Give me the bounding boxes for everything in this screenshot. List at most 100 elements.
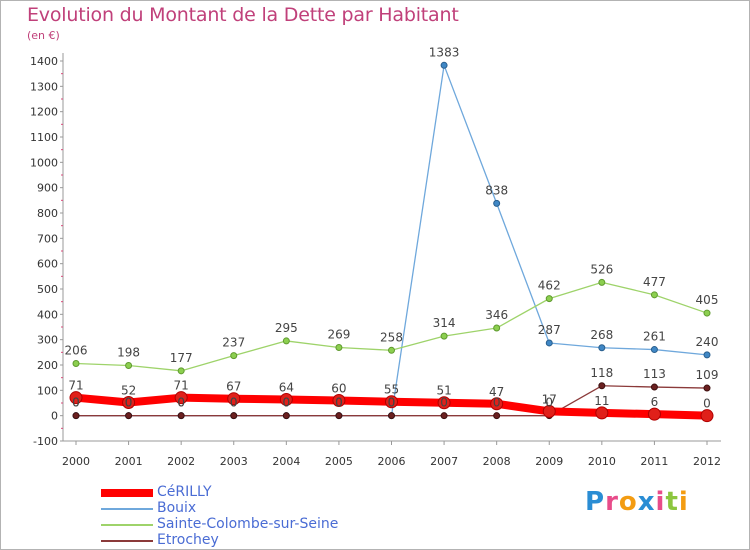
data-label-sainte-colombe: 206 — [65, 343, 88, 357]
data-label-bouix: 240 — [696, 335, 719, 349]
data-label-sainte-colombe: 477 — [643, 275, 666, 289]
data-label-bouix: 0 — [283, 396, 291, 410]
data-label-bouix: 287 — [538, 323, 561, 337]
data-point-etrochey — [125, 412, 133, 420]
data-label-cerilly: 55 — [384, 383, 399, 397]
legend-swatch-cerilly — [101, 489, 153, 497]
legend-swatch-etrochey — [101, 540, 153, 542]
data-label-bouix: 0 — [335, 396, 343, 410]
data-label-etrochey: 109 — [696, 368, 719, 382]
data-label-etrochey: 118 — [590, 366, 613, 380]
data-point-cerilly — [595, 406, 609, 420]
data-point-sainte-colombe — [388, 346, 395, 354]
data-label-bouix: 1383 — [429, 45, 460, 59]
chart-subtitle: (en €) — [27, 29, 60, 42]
data-point-cerilly — [437, 396, 451, 410]
data-label-sainte-colombe: 258 — [380, 330, 403, 344]
data-point-cerilly — [332, 393, 346, 407]
y-tick-label: 600 — [37, 258, 58, 271]
y-tick-label: 800 — [37, 207, 58, 220]
x-tick-label: 2010 — [588, 455, 616, 468]
y-tick-label: 400 — [37, 308, 58, 321]
y-tick-label: -100 — [33, 435, 58, 448]
x-tick-label: 2011 — [640, 455, 668, 468]
data-label-sainte-colombe: 346 — [485, 308, 508, 322]
proxiti-logo: Proxiti — [585, 487, 689, 517]
legend-swatch-sainte-colombe — [101, 524, 153, 526]
data-label-sainte-colombe: 237 — [222, 336, 245, 350]
x-tick-label: 2003 — [220, 455, 248, 468]
y-tick-label: 1100 — [30, 131, 58, 144]
data-label-sainte-colombe: 198 — [117, 346, 140, 360]
data-label-bouix: 0 — [230, 396, 238, 410]
data-label-cerilly: 6 — [651, 395, 659, 409]
data-point-sainte-colombe — [282, 337, 290, 345]
x-tick-label: 2000 — [62, 455, 90, 468]
data-point-etrochey — [72, 412, 80, 420]
data-label-sainte-colombe: 462 — [538, 279, 561, 293]
y-tick-label: 500 — [37, 283, 58, 296]
data-point-etrochey — [440, 412, 448, 420]
legend-label-cerilly: CéRILLY — [157, 484, 212, 500]
data-label-cerilly: 52 — [121, 383, 136, 397]
data-label-bouix: 261 — [643, 330, 666, 344]
data-point-bouix — [598, 344, 606, 352]
data-label-etrochey: 0 — [493, 396, 501, 410]
data-label-bouix: 0 — [388, 396, 396, 410]
data-label-etrochey: 0 — [177, 396, 185, 410]
data-point-sainte-colombe — [650, 291, 658, 299]
logo-letter: P — [585, 487, 606, 517]
data-point-sainte-colombe — [335, 344, 343, 352]
data-point-etrochey — [230, 412, 238, 420]
data-label-etrochey: 0 — [335, 396, 343, 410]
data-label-bouix: 0 — [72, 396, 80, 410]
data-point-etrochey — [493, 412, 501, 420]
data-point-bouix — [493, 199, 501, 207]
axes: -100010020030040050060070080090010001100… — [30, 53, 721, 468]
data-point-sainte-colombe — [440, 332, 448, 340]
data-label-cerilly: 17 — [542, 392, 557, 406]
data-point-cerilly — [227, 392, 241, 406]
data-point-etrochey — [598, 382, 606, 390]
data-label-bouix: 0 — [177, 396, 185, 410]
data-point-etrochey — [177, 412, 185, 420]
x-tick-label: 2001 — [115, 455, 143, 468]
data-label-cerilly: 71 — [68, 379, 83, 393]
data-label-cerilly: 0 — [703, 397, 711, 411]
data-label-etrochey: 0 — [72, 396, 80, 410]
x-tick-label: 2002 — [167, 455, 195, 468]
x-tick-label: 2008 — [483, 455, 511, 468]
legend-label-sainte-colombe: Sainte-Colombe-sur-Seine — [157, 516, 339, 532]
data-point-cerilly — [279, 392, 293, 406]
data-label-etrochey: 0 — [125, 396, 133, 410]
data-point-sainte-colombe — [493, 324, 501, 332]
data-point-sainte-colombe — [598, 278, 606, 286]
data-label-cerilly: 71 — [174, 379, 189, 393]
data-label-cerilly: 51 — [436, 384, 451, 398]
y-tick-label: 100 — [37, 384, 58, 397]
data-label-sainte-colombe: 314 — [433, 316, 456, 330]
data-point-bouix — [440, 61, 448, 69]
data-point-cerilly — [174, 391, 188, 405]
data-point-cerilly — [69, 391, 83, 405]
data-point-sainte-colombe — [545, 295, 553, 303]
logo-letter: i — [655, 487, 666, 517]
data-label-etrochey: 113 — [643, 367, 666, 381]
data-label-bouix: 268 — [590, 328, 613, 342]
x-tick-label: 2006 — [378, 455, 406, 468]
legend-label-etrochey: Etrochey — [157, 532, 219, 548]
x-tick-label: 2009 — [535, 455, 563, 468]
data-point-sainte-colombe — [177, 367, 185, 375]
x-tick-label: 2012 — [693, 455, 721, 468]
data-label-bouix: 0 — [125, 396, 133, 410]
chart-title: Evolution du Montant de la Dette par Hab… — [27, 4, 459, 26]
data-label-etrochey: 0 — [283, 396, 291, 410]
data-label-cerilly: 47 — [489, 385, 504, 399]
x-tick-label: 2004 — [272, 455, 300, 468]
data-label-sainte-colombe: 295 — [275, 321, 298, 335]
y-tick-label: 700 — [37, 232, 58, 245]
logo-letter: x — [637, 487, 656, 517]
data-label-cerilly: 11 — [594, 394, 609, 408]
data-point-cerilly — [700, 409, 714, 423]
